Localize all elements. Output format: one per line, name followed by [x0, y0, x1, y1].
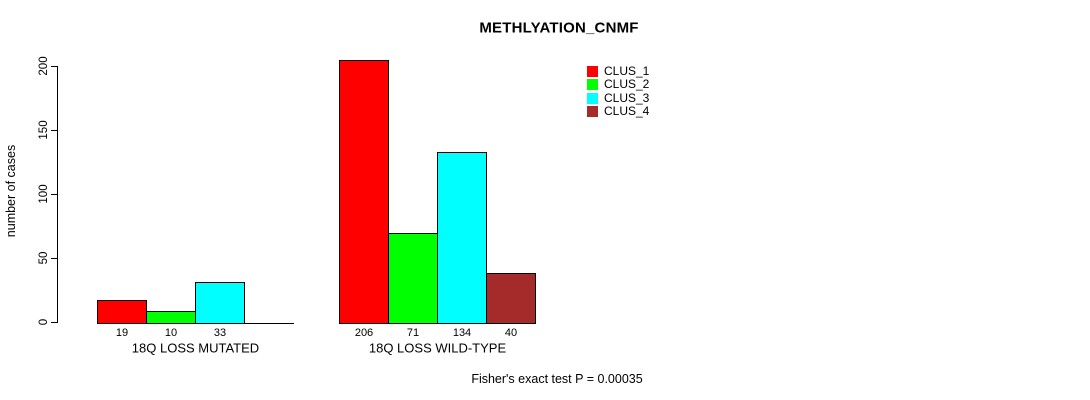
legend-entry-clus_1: CLUS_1	[587, 65, 649, 78]
bar-value-label: 71	[406, 327, 420, 339]
legend-entry-label: CLUS_3	[604, 90, 650, 105]
y-axis-label: number of cases	[4, 144, 18, 238]
footnote: Fisher's exact test P = 0.00035	[471, 372, 643, 386]
legend-swatch-clus_4	[587, 105, 598, 117]
y-tick-mark	[51, 130, 57, 131]
legend: CLUS_1 CLUS_2 CLUS_3 CLUS_4	[587, 65, 649, 118]
bar-clus_3-group2	[437, 152, 487, 324]
bar-clus_2-group1	[146, 311, 196, 324]
y-tick-mark	[51, 322, 57, 323]
bar-clus_2-group2	[388, 233, 438, 324]
legend-swatch-clus_3	[587, 92, 598, 104]
legend-entry-label: CLUS_4	[604, 103, 650, 118]
y-tick-label: 150	[38, 120, 50, 140]
y-axis-line	[57, 66, 58, 323]
zero-height-bar-clus_4-group1	[244, 323, 294, 324]
legend-swatch-clus_1	[587, 66, 598, 77]
bar-clus_1-group2	[339, 60, 389, 324]
legend-entry-label: CLUS_1	[604, 64, 650, 78]
bar-value-label: 10	[164, 327, 178, 339]
group-label-1: 18Q LOSS MUTATED	[131, 340, 260, 356]
legend-entry-label: CLUS_2	[604, 77, 650, 92]
group-label-2: 18Q LOSS WILD-TYPE	[368, 340, 507, 356]
legend-entry-clus_4: CLUS_4	[587, 103, 650, 118]
bar-value-label: 19	[115, 327, 129, 339]
bar-value-label: 33	[213, 327, 227, 339]
bar-value-label: 206	[354, 327, 374, 339]
y-tick-mark	[51, 66, 57, 67]
y-tick-label: 100	[38, 184, 50, 204]
chart-title: METHLYATION_CNMF	[479, 19, 639, 37]
y-tick-mark	[51, 258, 57, 259]
bar-clus_4-group2	[486, 273, 536, 324]
bar-value-label: 134	[452, 327, 472, 339]
bar-clus_3-group1	[195, 282, 245, 324]
legend-entry-clus_3: CLUS_3	[587, 90, 650, 105]
legend-swatch-clus_2	[587, 79, 598, 91]
y-tick-label: 0	[38, 318, 50, 326]
bar-value-label: 40	[504, 327, 518, 339]
y-tick-mark	[51, 194, 57, 195]
legend-entry-clus_2: CLUS_2	[587, 78, 649, 91]
y-tick-label: 200	[38, 56, 50, 76]
bar-clus_1-group1	[97, 300, 147, 324]
y-tick-label: 50	[38, 251, 50, 265]
